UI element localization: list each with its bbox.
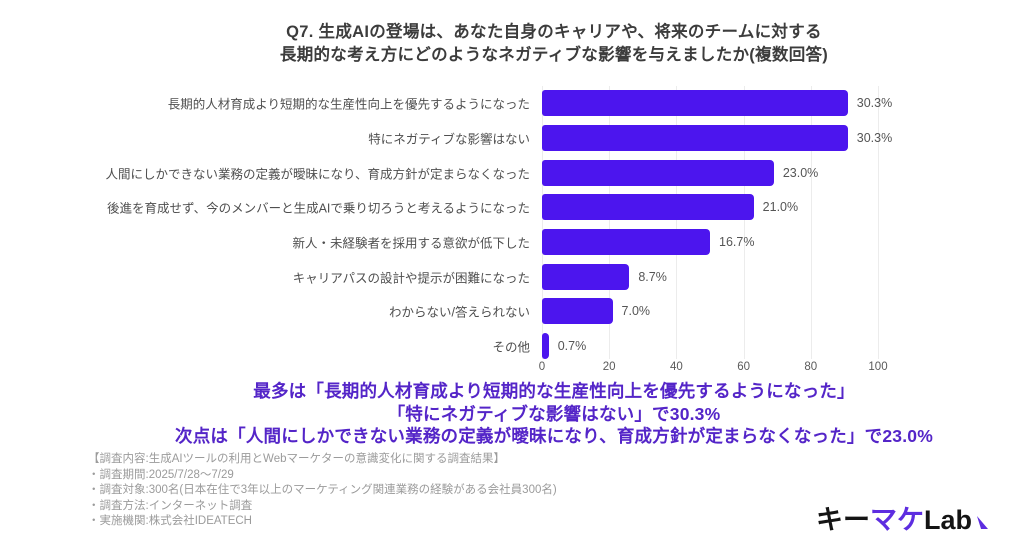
- x-tick-label: 0: [538, 361, 546, 373]
- x-axis: 0 20 40 60 80 100: [0, 361, 1024, 377]
- logo-text-lab: Lab: [923, 505, 972, 535]
- chart-row: 後進を育成せず、今のメンバーと生成AIで乗り切ろうと考えるようになった 21.0%: [0, 190, 1024, 225]
- logo-period-mark: [976, 516, 988, 529]
- bar-value-label: 30.3%: [856, 96, 893, 111]
- bar-label: わからない/答えられない: [389, 305, 530, 320]
- bar: [542, 194, 754, 221]
- bar-label: 長期的人材育成より短期的な生産性向上を優先するようになった: [167, 97, 530, 112]
- summary-line2: 「特にネガティブな影響はない」で30.3%: [387, 403, 721, 424]
- bar-value-label: 0.7%: [557, 338, 587, 353]
- x-tick-label: 60: [737, 361, 750, 373]
- bar-label: 新人・未経験者を採用する意欲が低下した: [292, 236, 530, 251]
- bar-value-label: 16.7%: [719, 234, 755, 249]
- chart-title-line2: 長期的な考え方にどのようなネガティブな影響を与えましたか(複数回答): [279, 46, 829, 64]
- kiimake-lab-logo: キーマケLab: [816, 498, 988, 537]
- bar-label: 後進を育成せず、今のメンバーと生成AIで乗り切ろうと考えるようになった: [106, 201, 530, 216]
- bar: [542, 159, 774, 186]
- bar-value-label: 23.0%: [782, 165, 819, 180]
- bar-label: 人間にしかできない業務の定義が曖昧になり、育成方針が定まらなくなった: [105, 167, 530, 182]
- chart-title-line1: Q7. 生成AIの登場は、あなた自身のキャリアや、将来のチームに対する: [286, 23, 822, 41]
- survey-item: ・調査方法:インターネット調査: [88, 499, 253, 512]
- bar-value-label: 21.0%: [762, 200, 799, 215]
- bar: [542, 263, 630, 290]
- survey-item: ・調査対象:300名(日本在住で3年以上のマーケティング関連業務の経験がある会社…: [88, 484, 557, 496]
- x-tick-label: 20: [602, 361, 616, 373]
- bar-label: 特にネガティブな影響はない: [368, 132, 530, 147]
- summary-line1: 最多は「長期的人材育成より短期的な生産性向上を優先するようになった」: [253, 381, 855, 401]
- survey-item: ・実施機関:株式会社IDEATECH: [88, 515, 252, 527]
- chart-row: 人間にしかできない業務の定義が曖昧になり、育成方針が定まらなくなった 23.0%: [0, 155, 1024, 190]
- bar-value-label: 30.3%: [856, 130, 893, 145]
- bar-value-label: 8.7%: [638, 269, 667, 284]
- bar-chart: 長期的人材育成より短期的な生産性向上を優先するようになった 30.3% 特にネガティ…: [0, 86, 1024, 363]
- survey-item: ・調査期間:2025/7/28〜7/29: [88, 468, 234, 481]
- bar: [542, 332, 549, 359]
- chart-row: わからない/答えられない 7.0%: [0, 294, 1024, 329]
- bar-label: キャリアパスの設計や提示が困難になった: [292, 271, 530, 286]
- bar: [542, 298, 613, 325]
- survey-item-list: ・調査期間:2025/7/28〜7/29 ・調査対象:300名(日本在住で3年以上…: [88, 468, 728, 530]
- logo-text-make: マケ: [869, 505, 924, 535]
- bar: [542, 124, 848, 151]
- summary-line3: 次点は「人間にしかできない業務の定義が曖昧になり、育成方針が定まらなくなった」で…: [175, 426, 933, 447]
- bar: [542, 228, 710, 255]
- chart-row: 長期的人材育成より短期的な生産性向上を優先するようになった 30.3%: [0, 86, 1024, 121]
- chart-row: 新人・未経験者を採用する意欲が低下した 16.7%: [0, 225, 1024, 260]
- survey-notes: 【調査内容:生成AIツールの利用とWebマーケターの意識変化に関する調査結果】 …: [88, 452, 728, 530]
- x-tick-label: 80: [804, 361, 818, 373]
- summary-text: 最多は「長期的人材育成より短期的な生産性向上を優先するようになった」 「特にネガ…: [84, 380, 1024, 448]
- x-tick-label: 100: [868, 361, 888, 373]
- chart-row: その他 0.7%: [0, 329, 1024, 364]
- chart-row: 特にネガティブな影響はない 30.3%: [0, 121, 1024, 156]
- bar-value-label: 7.0%: [621, 304, 651, 319]
- chart-row: キャリアパスの設計や提示が困難になった 8.7%: [0, 259, 1024, 294]
- chart-title: Q7. 生成AIの登場は、あなた自身のキャリアや、将来のチームに対する 長期的な…: [84, 21, 1024, 67]
- bar: [542, 90, 848, 117]
- logo-text-kii: キー: [815, 505, 870, 535]
- x-tick-label: 40: [669, 361, 683, 373]
- bar-label: その他: [492, 340, 530, 355]
- survey-header: 【調査内容:生成AIツールの利用とWebマーケターの意識変化に関する調査結果】: [88, 453, 505, 465]
